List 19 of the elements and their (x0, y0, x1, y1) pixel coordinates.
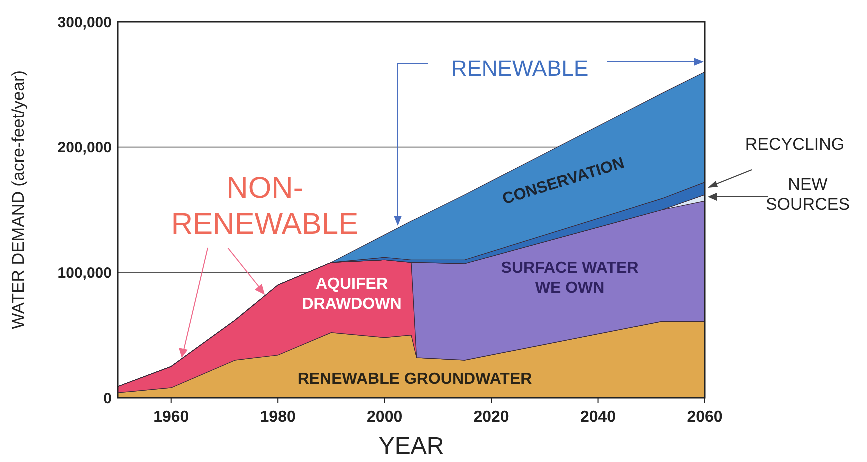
annotation: RENEWABLE (451, 56, 589, 81)
x-tick-label: 1980 (260, 409, 296, 426)
series-label: SURFACE WATER WE OWN (501, 260, 640, 297)
x-tick-label: 2040 (580, 409, 616, 426)
x-tick-label: 2020 (474, 409, 510, 426)
annotation: NON-RENEWABLE (171, 172, 359, 241)
series-label: AQUIFER DRAWDOWN (302, 276, 402, 313)
x-axis-title: YEAR (378, 433, 444, 460)
x-tick-label: 2000 (367, 409, 403, 426)
x-tick-label: 1960 (154, 409, 190, 426)
x-tick-label: 2060 (687, 409, 723, 426)
y-tick-label: 100,000 (58, 264, 112, 282)
text: RECYCLING (745, 135, 845, 154)
y-tick-label: 200,000 (58, 140, 112, 157)
y-tick-label: 0 (104, 390, 112, 408)
y-tick-label: 300,000 (58, 14, 112, 32)
text: NEW SOURCES (766, 175, 850, 214)
series-label: RENEWABLE GROUNDWATER (298, 371, 533, 388)
y-axis-title: WATER DEMAND (acre-feet/year) (9, 70, 28, 330)
